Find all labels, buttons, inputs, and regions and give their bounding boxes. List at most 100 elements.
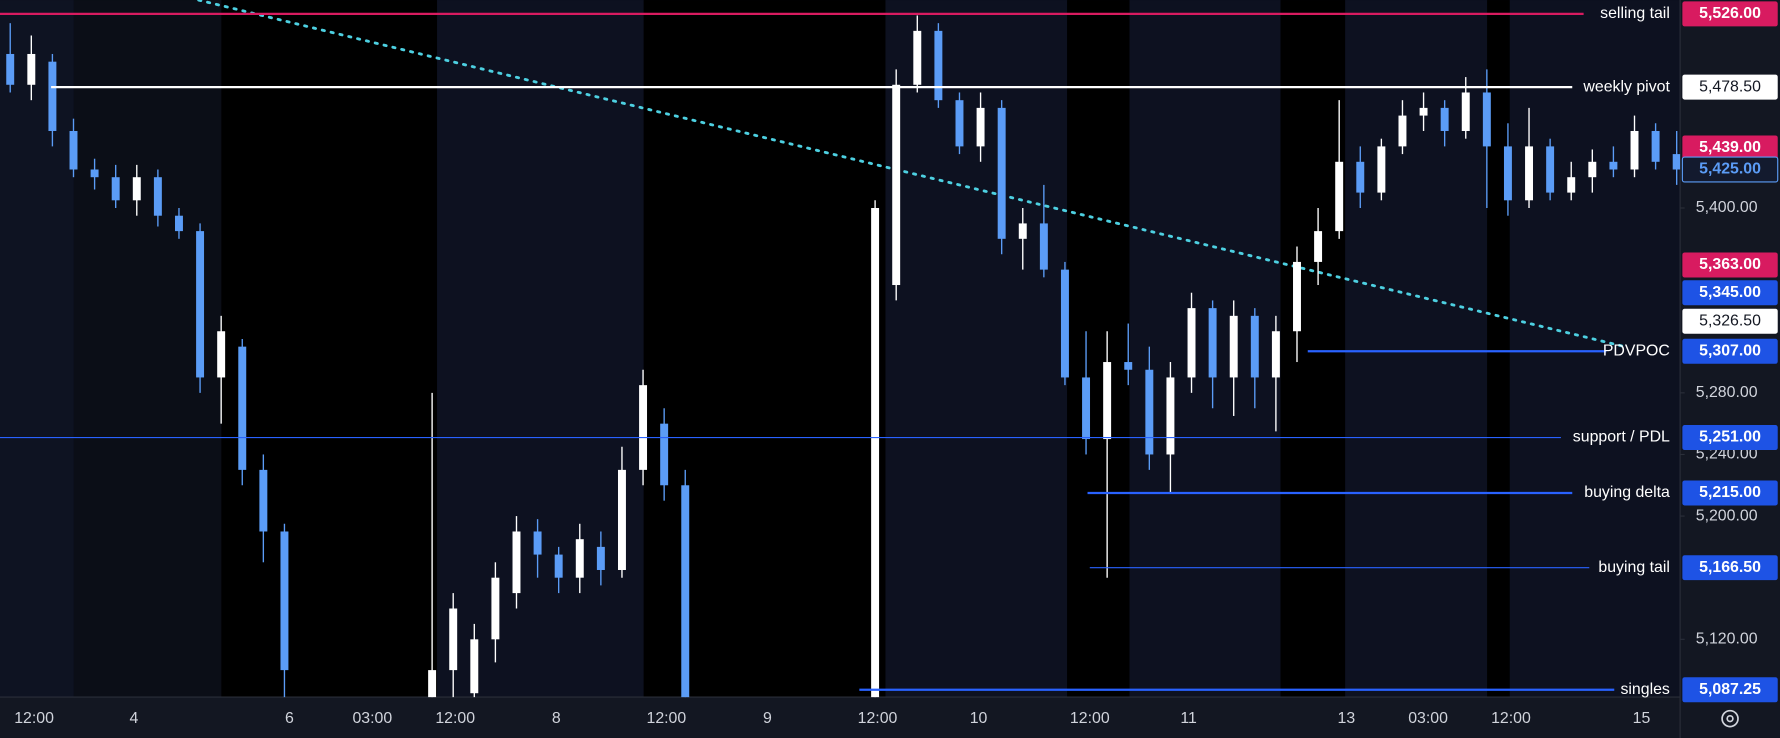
x-tick-label: 12:00: [14, 710, 54, 727]
candle-body: [90, 169, 99, 178]
candle-body: [1672, 154, 1681, 170]
level-label: weekly pivot: [1582, 78, 1670, 95]
candle-body: [1335, 161, 1344, 232]
price-badge: [1682, 308, 1778, 334]
candle-body: [660, 423, 669, 486]
price-badge-label: 5,166.50: [1699, 559, 1761, 576]
session-band: [1280, 0, 1346, 698]
session-band: [437, 0, 644, 698]
price-badge: [1682, 425, 1778, 451]
candle-body: [1314, 231, 1323, 262]
price-axis: [1680, 0, 1780, 738]
price-badge-label: 5,439.00: [1699, 139, 1761, 156]
price-badge-label: 5,363.00: [1699, 256, 1761, 273]
x-tick-label: 03:00: [1408, 710, 1448, 727]
level-label: buying delta: [1584, 484, 1670, 501]
candle-body: [69, 130, 78, 170]
candle-body: [153, 177, 162, 216]
price-badge-label: 5,307.00: [1699, 342, 1761, 359]
session-band: [885, 0, 1068, 698]
candle-body: [428, 670, 437, 698]
candle-body: [491, 577, 500, 640]
price-badge-label: 5,478.50: [1699, 78, 1761, 95]
candle-body: [596, 546, 605, 570]
candle-body: [1060, 269, 1069, 378]
candle-body: [1482, 92, 1491, 147]
candle-body: [1398, 115, 1407, 147]
x-tick-label: 12:00: [858, 710, 898, 727]
candle-body: [1609, 161, 1618, 170]
candle-body: [6, 53, 15, 85]
candle-body: [1567, 177, 1576, 193]
candle-body: [934, 30, 943, 101]
price-badge-label: 5,345.00: [1699, 284, 1761, 301]
candle-body: [617, 469, 626, 570]
candle-body: [1377, 146, 1386, 193]
candle-body: [1525, 146, 1534, 201]
price-badge-label: 5,326.50: [1699, 312, 1761, 329]
candle-body: [217, 331, 226, 378]
candle-body: [1271, 331, 1280, 378]
candle-body: [1546, 146, 1555, 193]
candle-body: [575, 539, 584, 578]
session-bands: [0, 0, 1510, 698]
candle-body: [913, 30, 922, 85]
candle-body: [111, 177, 120, 201]
time-axis: [0, 697, 1681, 738]
candle-body: [1356, 161, 1365, 193]
session-band: [221, 0, 438, 698]
y-tick-label: 5,280.00: [1696, 384, 1758, 401]
candle-body: [196, 231, 205, 378]
candle-body: [512, 531, 521, 594]
x-tick-label: 6: [285, 710, 294, 727]
candle-body: [259, 469, 268, 532]
candle-body: [1440, 107, 1449, 131]
x-tick-label: 11: [1180, 710, 1197, 727]
candle-body: [1229, 315, 1238, 378]
price-badge: [1682, 252, 1778, 278]
level-label: PDVPOC: [1603, 342, 1670, 359]
candle-body: [1250, 315, 1259, 378]
y-tick-label: 5,120.00: [1696, 631, 1758, 648]
candle-body: [1419, 107, 1428, 116]
settings-icon[interactable]: [1721, 709, 1739, 728]
candle-body: [1293, 261, 1301, 332]
candle-body: [1208, 308, 1217, 378]
x-tick-label: 15: [1633, 710, 1651, 727]
candle-body: [639, 385, 648, 470]
candle-body: [892, 84, 901, 286]
candle-body: [27, 53, 36, 85]
x-tick-label: 13: [1338, 710, 1356, 727]
candle-body: [1187, 308, 1196, 378]
y-tick-label: 5,400.00: [1696, 199, 1758, 216]
candle-body: [1018, 223, 1027, 239]
price-badge: [1682, 280, 1778, 306]
candle-body: [1630, 130, 1639, 170]
x-tick-label: 12:00: [1070, 710, 1110, 727]
level-label: singles: [1620, 681, 1669, 698]
price-badge: [1682, 480, 1778, 506]
candle-body: [1039, 223, 1048, 270]
x-tick-label: 9: [763, 710, 772, 727]
candle-body: [1461, 92, 1470, 131]
x-tick-label: 4: [130, 710, 139, 727]
candle-body: [976, 107, 985, 147]
session-band: [0, 0, 74, 698]
price-badge: [1682, 74, 1778, 100]
y-tick-label: 5,200.00: [1696, 507, 1758, 524]
price-badge-label: 5,215.00: [1699, 484, 1761, 501]
candle-body: [554, 554, 563, 578]
candle-body: [955, 100, 964, 147]
candle-body: [1651, 130, 1660, 162]
candle-body: [871, 208, 880, 698]
candle-body: [1082, 377, 1091, 440]
x-tick-label: 12:00: [1491, 710, 1531, 727]
price-badge: [1682, 677, 1778, 703]
candle-body: [1103, 362, 1112, 440]
price-badge: [1682, 338, 1778, 364]
candle-body: [533, 531, 542, 555]
candle-body: [1124, 362, 1133, 370]
x-tick-label: 03:00: [352, 710, 392, 727]
candle-body: [681, 485, 690, 698]
